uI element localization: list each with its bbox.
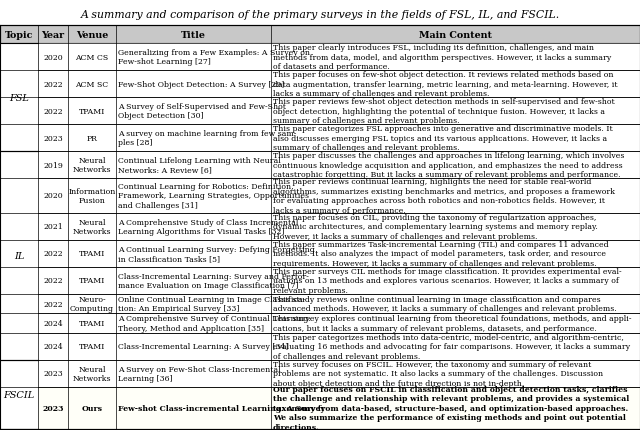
Text: This paper categorizes FSL approaches into generative and discriminative models.: This paper categorizes FSL approaches in… bbox=[273, 125, 612, 152]
Text: Main Content: Main Content bbox=[419, 31, 492, 40]
Bar bbox=[0, 44, 38, 152]
Bar bbox=[0, 152, 640, 179]
Text: Year: Year bbox=[42, 31, 65, 40]
Text: 2022: 2022 bbox=[43, 108, 63, 115]
Text: 2020: 2020 bbox=[43, 53, 63, 61]
Text: Continual Learning for Robotics: Definition,
Framework, Learning Strategies, Opp: Continual Learning for Robotics: Definit… bbox=[118, 182, 309, 209]
Text: 2023: 2023 bbox=[43, 134, 63, 142]
Bar bbox=[0, 44, 640, 71]
Text: ACM SC: ACM SC bbox=[76, 80, 109, 88]
Text: This survey explores continual learning from theoretical foundations, methods, a: This survey explores continual learning … bbox=[273, 315, 632, 332]
Text: TPAMI: TPAMI bbox=[79, 342, 105, 350]
Text: Neural
Networks: Neural Networks bbox=[73, 218, 111, 236]
Text: 2024: 2024 bbox=[43, 342, 63, 350]
Text: Neural
Networks: Neural Networks bbox=[73, 157, 111, 174]
Text: FSL: FSL bbox=[9, 93, 29, 102]
Text: Class-Incremental Learning: Survey and Perfor-
mance Evaluation on Image Classif: Class-Incremental Learning: Survey and P… bbox=[118, 272, 309, 289]
Text: A Continual Learning Survey: Defying Forgetting
in Classification Tasks [5]: A Continual Learning Survey: Defying For… bbox=[118, 245, 315, 262]
Text: 2022: 2022 bbox=[43, 276, 63, 285]
Text: This paper clearly introduces FSL, including its definition, challenges, and mai: This paper clearly introduces FSL, inclu… bbox=[273, 44, 611, 71]
Bar bbox=[0, 267, 640, 294]
Text: FSCIL: FSCIL bbox=[3, 390, 35, 399]
Text: 2022: 2022 bbox=[43, 80, 63, 88]
Text: Neuro-
Computing: Neuro- Computing bbox=[70, 295, 114, 313]
Text: A Survey of Self-Supervised and Few-Shot
Object Detection [30]: A Survey of Self-Supervised and Few-Shot… bbox=[118, 103, 286, 120]
Text: Venue: Venue bbox=[76, 31, 108, 40]
Text: A Comprehensive Survey of Continual Learning:
Theory, Method and Application [35: A Comprehensive Survey of Continual Lear… bbox=[118, 315, 311, 332]
Text: This paper discusses the challenges and approaches in lifelong learning, which i: This paper discusses the challenges and … bbox=[273, 152, 625, 179]
Text: A Comprehensive Study of Class Incremental
Learning Algorithms for Visual Tasks : A Comprehensive Study of Class Increment… bbox=[118, 218, 298, 236]
Text: Neural
Networks: Neural Networks bbox=[73, 365, 111, 382]
Text: This paper focuses on few-shot object detection. It reviews related methods base: This paper focuses on few-shot object de… bbox=[273, 71, 618, 98]
Text: 2022: 2022 bbox=[43, 300, 63, 308]
Text: ACM CS: ACM CS bbox=[76, 53, 109, 61]
Text: Generalizing from a Few Examples: A Survey on
Few-shot Learning [27]: Generalizing from a Few Examples: A Surv… bbox=[118, 49, 310, 66]
Text: 2021: 2021 bbox=[43, 223, 63, 231]
Text: Ours: Ours bbox=[81, 404, 102, 412]
Text: 2022: 2022 bbox=[43, 250, 63, 258]
Text: This paper surveys CIL methods for image classification. It provides experimenta: This paper surveys CIL methods for image… bbox=[273, 267, 621, 294]
Text: A Survey on Few-Shot Class-Incremental
Learning [36]: A Survey on Few-Shot Class-Incremental L… bbox=[118, 365, 280, 382]
Text: Information
Fusion: Information Fusion bbox=[68, 187, 116, 205]
Bar bbox=[0, 360, 38, 429]
Text: Continual Lifelong Learning with Neural
Networks: A Review [6]: Continual Lifelong Learning with Neural … bbox=[118, 157, 281, 174]
Text: This paper reviews few-shot object detection methods in self-supervised and few-: This paper reviews few-shot object detec… bbox=[273, 98, 615, 125]
Bar bbox=[0, 387, 640, 429]
Text: 2023: 2023 bbox=[42, 404, 64, 412]
Bar bbox=[0, 152, 38, 360]
Text: TPAMI: TPAMI bbox=[79, 276, 105, 285]
Text: Few-shot Class-incremental Learning: A Survey: Few-shot Class-incremental Learning: A S… bbox=[118, 404, 325, 412]
Text: Class-Incremental Learning: A Survey [34]: Class-Incremental Learning: A Survey [34… bbox=[118, 342, 288, 350]
Text: PR: PR bbox=[86, 134, 97, 142]
Text: 2019: 2019 bbox=[43, 161, 63, 169]
Text: TPAMI: TPAMI bbox=[79, 108, 105, 115]
Bar bbox=[0, 313, 640, 333]
Bar bbox=[0, 26, 640, 44]
Bar bbox=[0, 71, 640, 98]
Text: This study reviews online continual learning in image classification and compare: This study reviews online continual lear… bbox=[273, 295, 617, 313]
Bar bbox=[0, 240, 640, 267]
Text: This paper focuses on CIL, providing the taxonomy of regularization approaches,
: This paper focuses on CIL, providing the… bbox=[273, 213, 598, 240]
Bar bbox=[0, 98, 640, 125]
Text: This paper summarizes Task-incremental Learning (TIL) and compares 11 advanced
m: This paper summarizes Task-incremental L… bbox=[273, 240, 609, 267]
Bar bbox=[0, 360, 640, 387]
Text: Online Continual Learning in Image Classifica-
tion: An Empirical Survey [33]: Online Continual Learning in Image Class… bbox=[118, 295, 305, 313]
Text: TPAMI: TPAMI bbox=[79, 250, 105, 258]
Bar bbox=[0, 125, 640, 152]
Text: A survey on machine learning from few sam-
ples [28]: A survey on machine learning from few sa… bbox=[118, 129, 296, 147]
Text: Title: Title bbox=[181, 31, 206, 40]
Text: TPAMI: TPAMI bbox=[79, 319, 105, 327]
Bar bbox=[0, 333, 640, 360]
Text: This survey focuses on FSCIL. However, the taxonomy and summary of relevant
prob: This survey focuses on FSCIL. However, t… bbox=[273, 360, 603, 387]
Text: Few-Shot Object Detection: A Survey [29]: Few-Shot Object Detection: A Survey [29] bbox=[118, 80, 284, 88]
Text: A summary and comparison of the primary surveys in the fields of FSL, IL, and FS: A summary and comparison of the primary … bbox=[81, 10, 559, 20]
Bar bbox=[0, 179, 640, 213]
Bar bbox=[0, 294, 640, 313]
Bar bbox=[0, 213, 640, 240]
Text: 2020: 2020 bbox=[43, 192, 63, 200]
Text: Topic: Topic bbox=[5, 31, 33, 40]
Text: IL: IL bbox=[14, 252, 24, 260]
Text: This paper categorizes methods into data-centric, model-centric, and algorithm-c: This paper categorizes methods into data… bbox=[273, 333, 630, 360]
Text: 2023: 2023 bbox=[43, 369, 63, 378]
Text: This paper reviews continual learning, highlights the need for stable real-world: This paper reviews continual learning, h… bbox=[273, 178, 615, 214]
Text: Our paper focuses on FSCIL in classification and object detection tasks, clarifi: Our paper focuses on FSCIL in classifica… bbox=[273, 385, 629, 430]
Text: 2024: 2024 bbox=[43, 319, 63, 327]
